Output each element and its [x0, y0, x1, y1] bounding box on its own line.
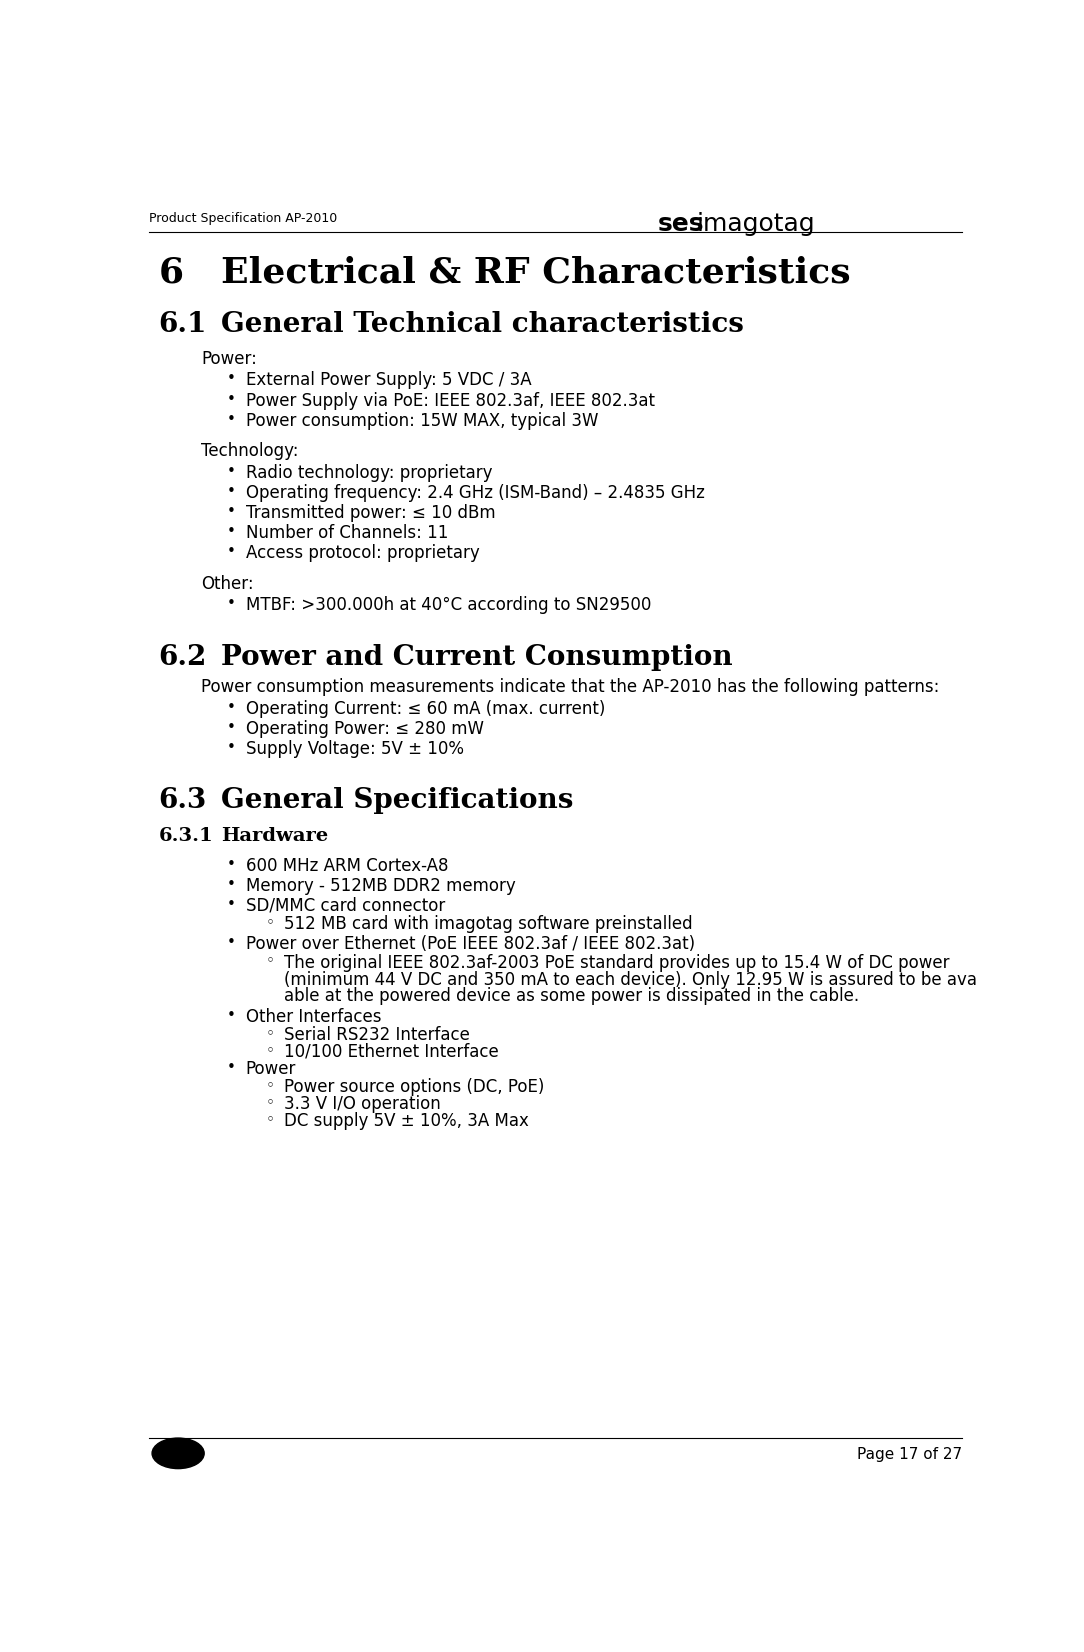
Text: Power consumption: 15W MAX, typical 3W: Power consumption: 15W MAX, typical 3W [246, 411, 598, 430]
Text: Number of Channels: 11: Number of Channels: 11 [246, 524, 448, 542]
Text: Other:: Other: [202, 575, 254, 593]
Text: •: • [227, 372, 236, 387]
Text: ◦: ◦ [266, 1042, 274, 1057]
Text: ◦: ◦ [266, 1079, 274, 1094]
Text: •: • [227, 544, 236, 558]
Text: 6.2: 6.2 [158, 644, 207, 671]
Text: Operating Power: ≤ 280 mW: Operating Power: ≤ 280 mW [246, 720, 483, 737]
Text: Power source options (DC, PoE): Power source options (DC, PoE) [284, 1079, 544, 1097]
Text: Operating Current: ≤ 60 mA (max. current): Operating Current: ≤ 60 mA (max. current… [246, 699, 605, 717]
Text: •: • [227, 464, 236, 479]
Text: •: • [227, 699, 236, 715]
Text: •: • [227, 504, 236, 519]
Text: 6.1: 6.1 [158, 312, 207, 339]
Text: 512 MB card with imagotag software preinstalled: 512 MB card with imagotag software prein… [284, 915, 693, 933]
Text: Electrical & RF Characteristics: Electrical & RF Characteristics [221, 256, 850, 291]
Text: 6: 6 [158, 256, 184, 291]
Text: Access protocol: proprietary: Access protocol: proprietary [246, 544, 479, 562]
Text: Radio technology: proprietary: Radio technology: proprietary [246, 464, 492, 482]
Text: SD/MMC card connector: SD/MMC card connector [246, 897, 444, 915]
Text: Serial RS232 Interface: Serial RS232 Interface [284, 1026, 470, 1044]
Text: •: • [227, 857, 236, 872]
Text: External Power Supply: 5 VDC / 3A: External Power Supply: 5 VDC / 3A [246, 372, 531, 390]
Text: Supply Voltage: 5V ± 10%: Supply Voltage: 5V ± 10% [246, 740, 464, 758]
Text: Technology:: Technology: [202, 443, 299, 461]
Text: ◦: ◦ [266, 1112, 274, 1127]
Text: Page 17 of 27: Page 17 of 27 [856, 1447, 962, 1462]
Text: 3.3 V I/O operation: 3.3 V I/O operation [284, 1095, 441, 1113]
Text: •: • [227, 877, 236, 892]
Text: •: • [227, 392, 236, 406]
Text: ses: ses [658, 211, 705, 236]
Text: •: • [227, 524, 236, 539]
Text: •: • [227, 1061, 236, 1075]
Text: The original IEEE 802.3af-2003 PoE standard provides up to 15.4 W of DC power: The original IEEE 802.3af-2003 PoE stand… [284, 953, 950, 971]
Text: General Technical characteristics: General Technical characteristics [221, 312, 744, 339]
Text: Transmitted power: ≤ 10 dBm: Transmitted power: ≤ 10 dBm [246, 504, 495, 522]
Text: •: • [227, 596, 236, 611]
Text: ◦: ◦ [266, 1095, 274, 1110]
Text: DC supply 5V ± 10%, 3A Max: DC supply 5V ± 10%, 3A Max [284, 1112, 529, 1130]
Text: •: • [227, 484, 236, 499]
Text: 6.3: 6.3 [158, 788, 207, 814]
Ellipse shape [152, 1439, 204, 1469]
Text: imagotag: imagotag [697, 211, 815, 236]
Text: ◦: ◦ [266, 1026, 274, 1041]
Text: Power over Ethernet (PoE IEEE 802.3af / IEEE 802.3at): Power over Ethernet (PoE IEEE 802.3af / … [246, 935, 695, 953]
Text: •: • [227, 897, 236, 912]
Text: Power: Power [246, 1061, 296, 1077]
Text: Other Interfaces: Other Interfaces [246, 1008, 382, 1026]
Text: (minimum 44 V DC and 350 mA to each device). Only 12.95 W is assured to be avail: (minimum 44 V DC and 350 mA to each devi… [284, 970, 993, 988]
Text: Power consumption measurements indicate that the AP-2010 has the following patte: Power consumption measurements indicate … [202, 677, 940, 695]
Text: •: • [227, 935, 236, 950]
Text: Power and Current Consumption: Power and Current Consumption [221, 644, 733, 671]
Text: Hardware: Hardware [221, 828, 327, 846]
Text: [ ]: [ ] [171, 1449, 185, 1459]
Text: Memory - 512MB DDR2 memory: Memory - 512MB DDR2 memory [246, 877, 515, 895]
Text: •: • [227, 1008, 236, 1023]
Text: General Specifications: General Specifications [221, 788, 573, 814]
Text: •: • [227, 411, 236, 426]
Text: MTBF: >300.000h at 40°C according to SN29500: MTBF: >300.000h at 40°C according to SN2… [246, 596, 650, 615]
Text: Operating frequency: 2.4 GHz (ISM-Band) – 2.4835 GHz: Operating frequency: 2.4 GHz (ISM-Band) … [246, 484, 705, 502]
Text: Product Specification AP-2010: Product Specification AP-2010 [150, 211, 338, 225]
Text: ◦: ◦ [266, 953, 274, 968]
Text: •: • [227, 740, 236, 755]
Text: Power Supply via PoE: IEEE 802.3af, IEEE 802.3at: Power Supply via PoE: IEEE 802.3af, IEEE… [246, 392, 655, 410]
Text: Power:: Power: [202, 350, 257, 368]
Text: able at the powered device as some power is dissipated in the cable.: able at the powered device as some power… [284, 988, 860, 1006]
Text: 6.3.1: 6.3.1 [158, 828, 214, 846]
Text: 600 MHz ARM Cortex-A8: 600 MHz ARM Cortex-A8 [246, 857, 448, 874]
Text: ◦: ◦ [266, 915, 274, 930]
Text: •: • [227, 720, 236, 735]
Text: 10/100 Ethernet Interface: 10/100 Ethernet Interface [284, 1042, 499, 1061]
